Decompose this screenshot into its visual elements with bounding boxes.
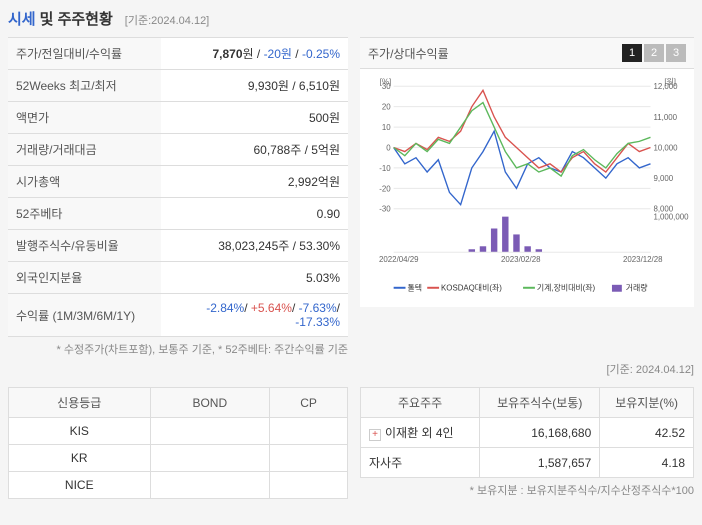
credit-cell bbox=[270, 445, 348, 472]
svg-text:10,000: 10,000 bbox=[653, 143, 678, 152]
base-date-2: [기준: 2024.04.12] bbox=[8, 361, 694, 377]
credit-cell: NICE bbox=[9, 472, 151, 499]
svg-text:2023/02/28: 2023/02/28 bbox=[501, 255, 541, 264]
credit-cell: KIS bbox=[9, 418, 151, 445]
svg-text:거래량: 거래량 bbox=[626, 283, 648, 293]
svg-text:9,000: 9,000 bbox=[653, 174, 673, 183]
credit-header: 신용등급 bbox=[9, 388, 151, 418]
info-value: 0.90 bbox=[161, 198, 348, 230]
svg-text:11,000: 11,000 bbox=[653, 113, 677, 122]
section-title-left: 시세 bbox=[8, 8, 36, 29]
info-value: 38,023,245주 / 53.30% bbox=[161, 230, 348, 262]
chart-tab-3[interactable]: 3 bbox=[666, 44, 686, 62]
svg-text:-20: -20 bbox=[379, 184, 391, 193]
svg-text:-10: -10 bbox=[379, 164, 391, 173]
share-footnote: * 보유지분 : 보유지분주식수/지수산정주식수*100 bbox=[360, 482, 694, 498]
credit-cell bbox=[150, 445, 270, 472]
svg-text:2023/12/28: 2023/12/28 bbox=[623, 255, 663, 264]
share-header: 주요주주 bbox=[361, 388, 480, 418]
credit-header: BOND bbox=[150, 388, 270, 418]
share-pct: 42.52 bbox=[600, 418, 694, 448]
share-count: 16,168,680 bbox=[480, 418, 600, 448]
svg-text:-30: -30 bbox=[379, 205, 391, 214]
info-label: 발행주식수/유동비율 bbox=[8, 230, 161, 262]
shareholder-name: 자사주 bbox=[361, 448, 480, 478]
info-label: 시가총액 bbox=[8, 166, 161, 198]
svg-text:20: 20 bbox=[382, 103, 391, 112]
expand-icon[interactable]: + bbox=[369, 429, 381, 441]
credit-cell: KR bbox=[9, 445, 151, 472]
chart-tab-1[interactable]: 1 bbox=[622, 44, 642, 62]
shareholder-table: 주요주주보유주식수(보통)보유지분(%) +이재환 외 4인16,168,680… bbox=[360, 387, 694, 478]
price-info-table: 주가/전일대비/수익률7,870원 / -20원 / -0.25%52Weeks… bbox=[8, 37, 348, 337]
svg-text:2022/04/29: 2022/04/29 bbox=[379, 255, 419, 264]
base-date: [기준:2024.04.12] bbox=[125, 12, 209, 28]
credit-rating-table: 신용등급BONDCP KISKRNICE bbox=[8, 387, 348, 499]
info-label: 거래량/거래대금 bbox=[8, 134, 161, 166]
svg-text:1,000,000: 1,000,000 bbox=[653, 213, 689, 222]
chart-tab-2[interactable]: 2 bbox=[644, 44, 664, 62]
info-value: 500원 bbox=[161, 102, 348, 134]
credit-header: CP bbox=[270, 388, 348, 418]
svg-text:0: 0 bbox=[386, 143, 391, 152]
credit-cell bbox=[270, 418, 348, 445]
info-label: 52Weeks 최고/최저 bbox=[8, 70, 161, 102]
info-value: 60,788주 / 5억원 bbox=[161, 134, 348, 166]
info-value: 5.03% bbox=[161, 262, 348, 294]
chart-area: -30-20-100102030[%]8,0009,00010,00011,00… bbox=[360, 69, 694, 307]
svg-text:[원]: [원] bbox=[664, 77, 676, 86]
shareholder-name: +이재환 외 4인 bbox=[361, 418, 480, 448]
info-value: 7,870원 / -20원 / -0.25% bbox=[161, 38, 348, 70]
chart-tabs: 123 bbox=[622, 44, 686, 62]
info-label: 액면가 bbox=[8, 102, 161, 134]
info-value: -2.84%/ +5.64%/ -7.63%/ -17.33% bbox=[161, 294, 348, 337]
share-header: 보유주식수(보통) bbox=[480, 388, 600, 418]
info-value: 9,930원 / 6,510원 bbox=[161, 70, 348, 102]
info-label: 외국인지분율 bbox=[8, 262, 161, 294]
svg-text:톨텍: 톨텍 bbox=[407, 283, 422, 293]
svg-text:기계,장비대비(좌): 기계,장비대비(좌) bbox=[537, 283, 596, 293]
share-pct: 4.18 bbox=[600, 448, 694, 478]
info-value: 2,992억원 bbox=[161, 166, 348, 198]
info-label: 주가/전일대비/수익률 bbox=[8, 38, 161, 70]
chart-title: 주가/상대수익률 bbox=[368, 45, 449, 62]
info-label: 52주베타 bbox=[8, 198, 161, 230]
info-label: 수익률 (1M/3M/6M/1Y) bbox=[8, 294, 161, 337]
credit-cell bbox=[150, 472, 270, 499]
svg-text:[%]: [%] bbox=[380, 77, 391, 86]
credit-cell bbox=[270, 472, 348, 499]
section-title-right: 및 주주현황 bbox=[40, 8, 113, 29]
share-count: 1,587,657 bbox=[480, 448, 600, 478]
svg-text:KOSDAQ대비(좌): KOSDAQ대비(좌) bbox=[441, 284, 502, 293]
info-footnote: * 수정주가(차트포함), 보통주 기준, * 52주베타: 주간수익률 기준 bbox=[8, 341, 348, 357]
share-header: 보유지분(%) bbox=[600, 388, 694, 418]
credit-cell bbox=[150, 418, 270, 445]
svg-text:10: 10 bbox=[382, 123, 391, 132]
